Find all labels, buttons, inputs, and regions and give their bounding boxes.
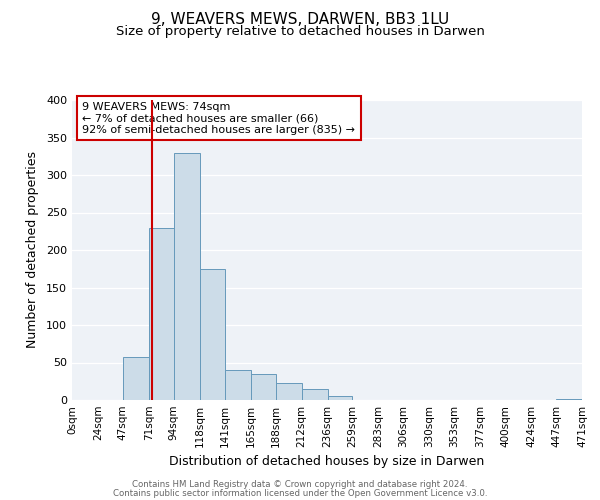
X-axis label: Distribution of detached houses by size in Darwen: Distribution of detached houses by size …	[169, 456, 485, 468]
Text: Contains HM Land Registry data © Crown copyright and database right 2024.: Contains HM Land Registry data © Crown c…	[132, 480, 468, 489]
Bar	[224, 370, 251, 400]
Text: 9, WEAVERS MEWS, DARWEN, BB3 1LU: 9, WEAVERS MEWS, DARWEN, BB3 1LU	[151, 12, 449, 28]
Y-axis label: Number of detached properties: Number of detached properties	[26, 152, 39, 348]
Bar	[123, 357, 149, 400]
Bar	[149, 228, 174, 400]
Bar	[174, 152, 200, 400]
Bar	[200, 269, 224, 400]
Bar	[556, 399, 582, 400]
Bar	[328, 396, 352, 400]
Text: Size of property relative to detached houses in Darwen: Size of property relative to detached ho…	[116, 25, 484, 38]
Bar	[302, 389, 328, 400]
Text: Contains public sector information licensed under the Open Government Licence v3: Contains public sector information licen…	[113, 489, 487, 498]
Bar	[251, 374, 275, 400]
Text: 9 WEAVERS MEWS: 74sqm
← 7% of detached houses are smaller (66)
92% of semi-detac: 9 WEAVERS MEWS: 74sqm ← 7% of detached h…	[82, 102, 355, 134]
Bar	[275, 383, 302, 400]
